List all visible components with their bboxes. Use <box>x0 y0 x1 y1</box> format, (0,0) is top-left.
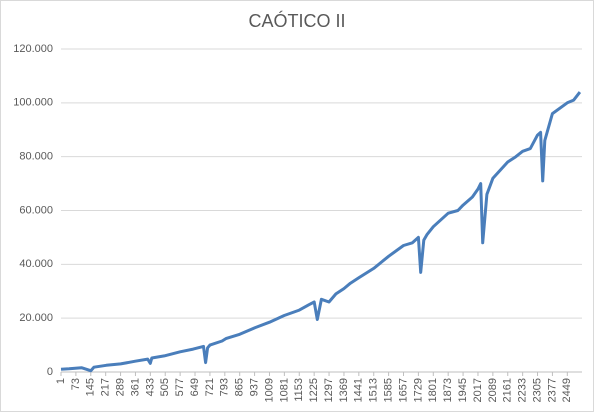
y-tick-label: 80.000 <box>19 151 53 163</box>
x-tick-label: 649 <box>189 378 201 396</box>
x-tick-label: 361 <box>129 378 141 396</box>
x-tick-label: 73 <box>70 378 82 390</box>
x-tick-label: 1585 <box>383 378 395 402</box>
x-tick-label: 1945 <box>457 378 469 402</box>
x-tick-label: 1873 <box>442 378 454 402</box>
chart-title: CAÓTICO II <box>248 10 345 31</box>
x-tick-label: 865 <box>234 378 246 396</box>
x-tick-label: 1 <box>55 378 67 384</box>
x-tick-label: 505 <box>159 378 171 396</box>
x-tick-label: 1081 <box>278 378 290 402</box>
x-tick-label: 1441 <box>353 378 365 402</box>
x-tick-label: 2089 <box>487 378 499 402</box>
x-tick-label: 1369 <box>338 378 350 402</box>
x-tick-label: 2305 <box>531 378 543 402</box>
x-tick-label: 217 <box>100 378 112 396</box>
y-tick-label: 40.000 <box>19 258 53 270</box>
x-tick-label: 577 <box>174 378 186 396</box>
x-tick-label: 2377 <box>546 378 558 402</box>
x-tick-label: 2233 <box>517 378 529 402</box>
x-tick-label: 721 <box>204 378 216 396</box>
x-tick-label: 1513 <box>368 378 380 402</box>
x-tick-label: 2449 <box>561 378 573 402</box>
y-tick-label: 20.000 <box>19 312 53 324</box>
y-tick-label: 60.000 <box>19 204 53 216</box>
x-tick-label: 2161 <box>502 378 514 402</box>
x-tick-label: 2017 <box>472 378 484 402</box>
x-tick-label: 1657 <box>397 378 409 402</box>
x-tick-label: 937 <box>248 378 260 396</box>
line-series <box>60 91 582 373</box>
x-tick-label: 145 <box>85 378 97 396</box>
x-tick-label: 433 <box>144 378 156 396</box>
x-tick-label: 1009 <box>263 378 275 402</box>
x-tick-label: 1153 <box>293 378 305 402</box>
x-tick-label: 1729 <box>412 378 424 402</box>
y-tick-label: 100.000 <box>13 97 53 109</box>
x-tick-label: 289 <box>114 378 126 396</box>
y-tick-label: 0 <box>47 366 53 378</box>
x-tick-label: 793 <box>219 378 231 396</box>
x-tick-label: 1225 <box>308 378 320 402</box>
x-tick-label: 1297 <box>323 378 335 402</box>
x-tick-label: 1801 <box>427 378 439 402</box>
y-tick-label: 120.000 <box>13 43 53 55</box>
